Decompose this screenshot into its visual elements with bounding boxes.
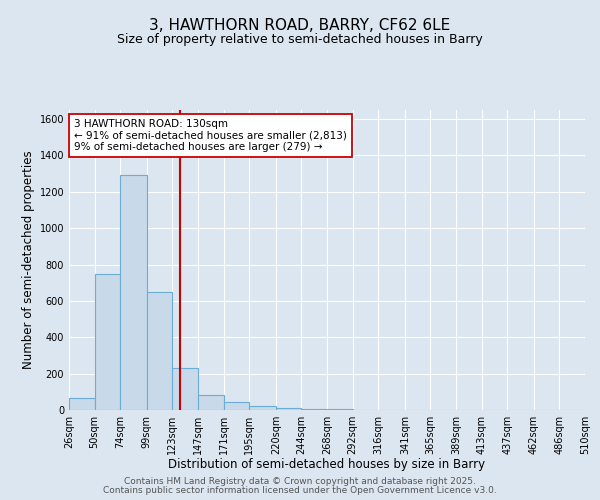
Bar <box>249 406 276 410</box>
Bar <box>147 292 172 410</box>
X-axis label: Distribution of semi-detached houses by size in Barry: Distribution of semi-detached houses by … <box>169 458 485 471</box>
Bar <box>301 409 327 410</box>
Bar <box>95 274 120 410</box>
Text: Size of property relative to semi-detached houses in Barry: Size of property relative to semi-detach… <box>117 32 483 46</box>
Y-axis label: Number of semi-detached properties: Number of semi-detached properties <box>22 150 35 370</box>
Text: Contains HM Land Registry data © Crown copyright and database right 2025.: Contains HM Land Registry data © Crown c… <box>124 477 476 486</box>
Text: 3, HAWTHORN ROAD, BARRY, CF62 6LE: 3, HAWTHORN ROAD, BARRY, CF62 6LE <box>149 18 451 32</box>
Text: Contains public sector information licensed under the Open Government Licence v3: Contains public sector information licen… <box>103 486 497 495</box>
Bar <box>224 402 249 410</box>
Bar <box>69 398 95 410</box>
Bar <box>276 408 301 410</box>
Bar <box>198 394 224 410</box>
Bar <box>120 176 147 410</box>
Text: 3 HAWTHORN ROAD: 130sqm
← 91% of semi-detached houses are smaller (2,813)
9% of : 3 HAWTHORN ROAD: 130sqm ← 91% of semi-de… <box>74 119 347 152</box>
Bar <box>172 368 198 410</box>
